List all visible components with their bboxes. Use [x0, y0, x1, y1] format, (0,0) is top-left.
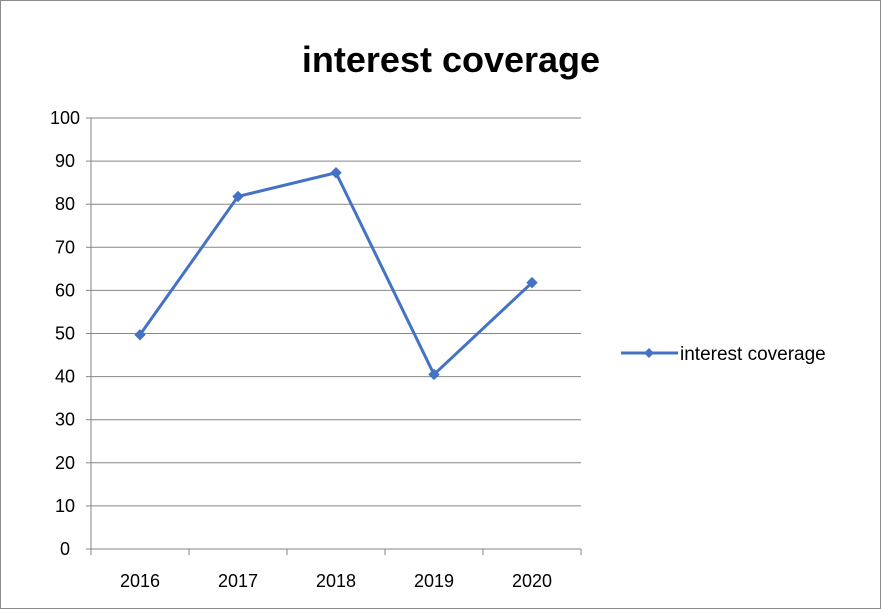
data-point — [134, 329, 146, 341]
legend-label: interest coverage — [680, 344, 826, 365]
y-tick-label: 70 — [55, 237, 75, 257]
data-point — [232, 190, 244, 203]
x-tick-label: 2018 — [316, 571, 356, 591]
x-tick-labels: 2016 2017 2018 2019 2020 — [120, 571, 552, 591]
y-tick-label: 20 — [55, 453, 75, 473]
y-tick-label: 30 — [55, 410, 75, 430]
legend-swatch-marker — [644, 348, 654, 358]
x-tick-label: 2019 — [414, 571, 454, 591]
legend: interest coverage — [621, 344, 826, 365]
x-tick-label: 2020 — [512, 571, 552, 591]
x-tick-label: 2017 — [218, 571, 258, 591]
y-tick-label: 90 — [55, 151, 75, 171]
y-tick-label: 100 — [50, 108, 80, 128]
series-line — [138, 171, 534, 376]
y-tick-label: 10 — [55, 496, 75, 516]
y-tick-label: 60 — [55, 280, 75, 300]
y-tick-labels: 0 10 20 30 40 50 60 70 80 90 100 — [50, 108, 80, 559]
x-tick-label: 2016 — [120, 571, 160, 591]
y-tick-label: 40 — [55, 367, 75, 387]
data-point — [330, 167, 342, 179]
y-tick-label: 80 — [55, 194, 75, 214]
chart-title: interest coverage — [302, 39, 600, 80]
axes — [86, 117, 582, 555]
series — [134, 167, 538, 381]
data-point — [526, 276, 538, 289]
y-tick-label: 50 — [55, 324, 75, 344]
y-tick-label: 0 — [60, 539, 70, 559]
data-point — [428, 368, 440, 381]
